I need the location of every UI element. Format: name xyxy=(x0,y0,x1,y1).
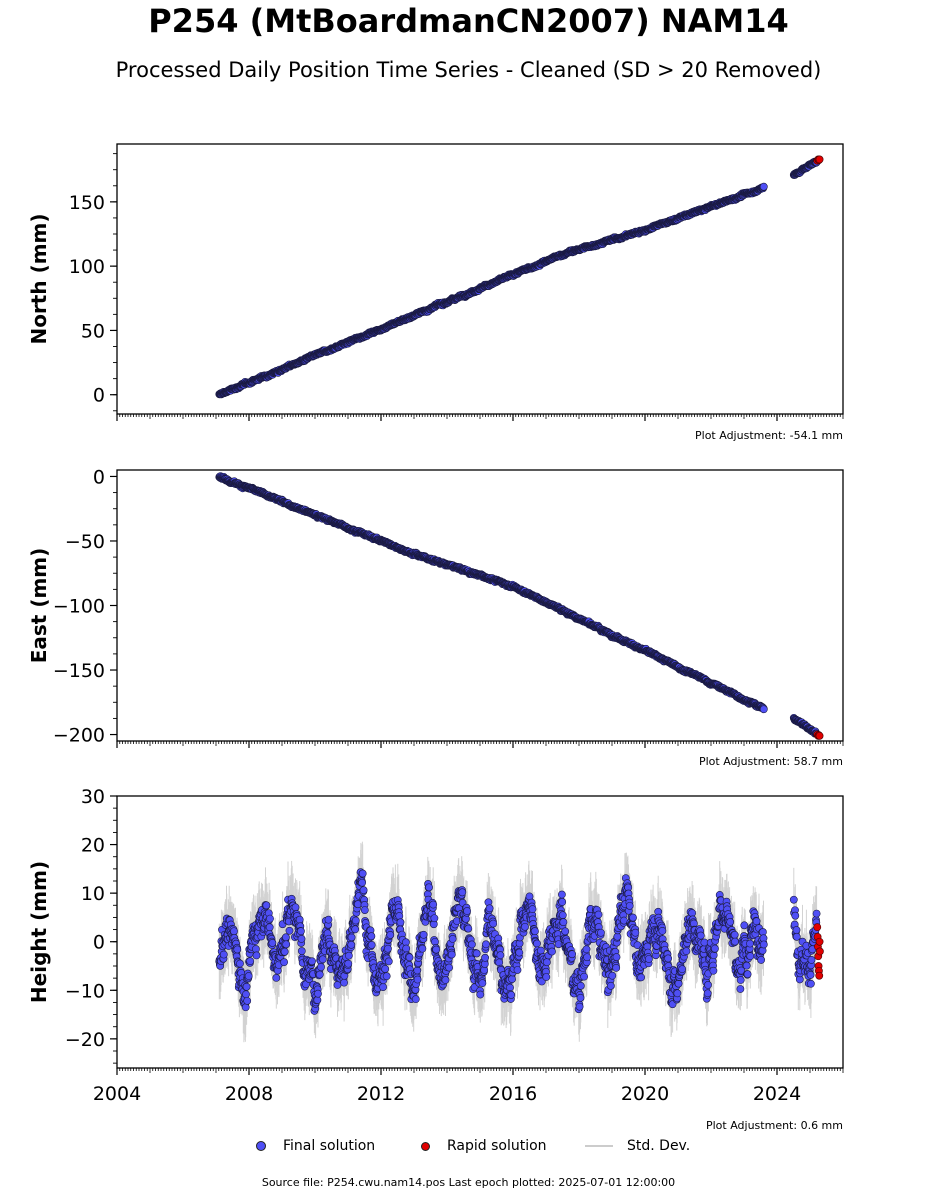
north-rapid-points xyxy=(813,155,824,165)
y-tick-label: 0 xyxy=(93,385,105,407)
north-panel: 0 50 100 150 North (mm) xyxy=(27,143,844,421)
y-tick-label: 100 xyxy=(69,256,105,278)
y-tick-label: 50 xyxy=(81,320,105,342)
north-final-points xyxy=(215,157,821,399)
y-tick-label: 150 xyxy=(69,192,105,214)
chart-subtitle: Processed Daily Position Time Series - C… xyxy=(115,58,822,82)
final-point xyxy=(759,182,768,191)
north-axes-frame xyxy=(116,143,844,415)
east-plot-area xyxy=(215,472,824,740)
north-y-axis-label: North (mm) xyxy=(27,213,51,344)
rapid-point xyxy=(815,155,824,164)
north-plot-area xyxy=(215,155,824,399)
chart-title: P254 (MtBoardmanCN2007) NAM14 xyxy=(148,2,789,40)
